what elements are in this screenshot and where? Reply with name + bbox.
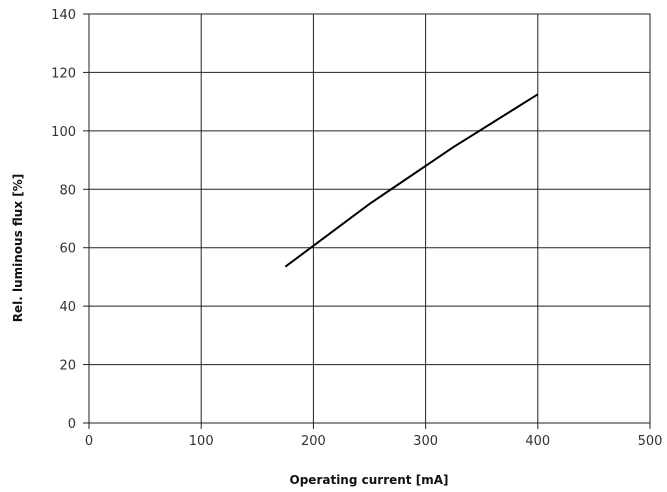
axes: [88, 13, 651, 424]
series-line: [284, 93, 539, 268]
y-tick-label: 40: [59, 300, 76, 315]
x-tick-label: 400: [525, 434, 550, 449]
x-axis-label: Operating current [mA]: [290, 473, 449, 487]
y-axis-ticks: 0 20 40 60 80 100 120 140: [51, 8, 89, 432]
y-axis-label: Rel. luminous flux [%]: [11, 174, 25, 323]
y-tick-label: 0: [68, 417, 76, 432]
y-tick-label: 100: [51, 125, 76, 140]
y-tick-label: 20: [59, 359, 76, 374]
x-tick-label: 300: [413, 434, 438, 449]
y-tick-label: 120: [51, 66, 76, 81]
y-tick-label: 60: [59, 242, 76, 257]
plot-frame: [88, 13, 651, 424]
series-group: [284, 93, 539, 268]
x-tick-label: 100: [189, 434, 214, 449]
y-tick-label: 140: [51, 8, 76, 23]
y-tick-label: 80: [59, 183, 76, 198]
x-tick-label: 200: [301, 434, 326, 449]
x-axis-ticks: 0 100 200 300 400 500: [85, 423, 663, 449]
x-tick-label: 0: [85, 434, 93, 449]
x-tick-label: 500: [638, 434, 663, 449]
